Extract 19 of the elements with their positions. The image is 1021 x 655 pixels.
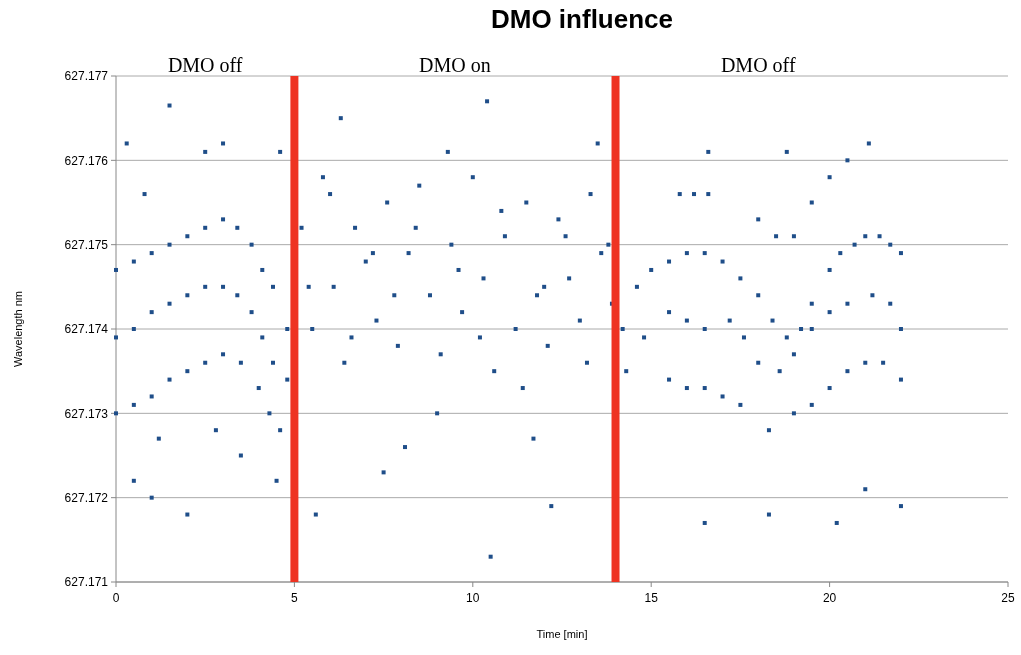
x-tick-label: 10 bbox=[466, 591, 480, 605]
annotation: DMO off bbox=[720, 54, 796, 76]
x-axis-title: Time [min] bbox=[536, 628, 588, 640]
annotation: DMO on bbox=[419, 54, 491, 76]
x-tick-label: 0 bbox=[112, 591, 120, 605]
y-tick-label: 627.171 bbox=[64, 575, 109, 590]
x-tick-label: 25 bbox=[1001, 591, 1015, 605]
y-tick-label: 627.177 bbox=[64, 69, 109, 84]
y-tick-label: 627.176 bbox=[64, 153, 109, 168]
x-tick-label: 5 bbox=[291, 591, 299, 605]
x-tick-label: 15 bbox=[644, 591, 659, 605]
y-tick-label: 627.175 bbox=[64, 237, 109, 252]
annotation: DMO off bbox=[167, 54, 243, 76]
y-tick-label: 627.174 bbox=[64, 322, 109, 337]
chart-title: DMO influence bbox=[490, 4, 674, 34]
y-tick-label: 627.172 bbox=[64, 490, 109, 505]
y-tick-label: 627.173 bbox=[64, 406, 109, 421]
y-axis-title: Wavelength nm bbox=[12, 290, 24, 368]
x-tick-label: 20 bbox=[822, 591, 837, 605]
